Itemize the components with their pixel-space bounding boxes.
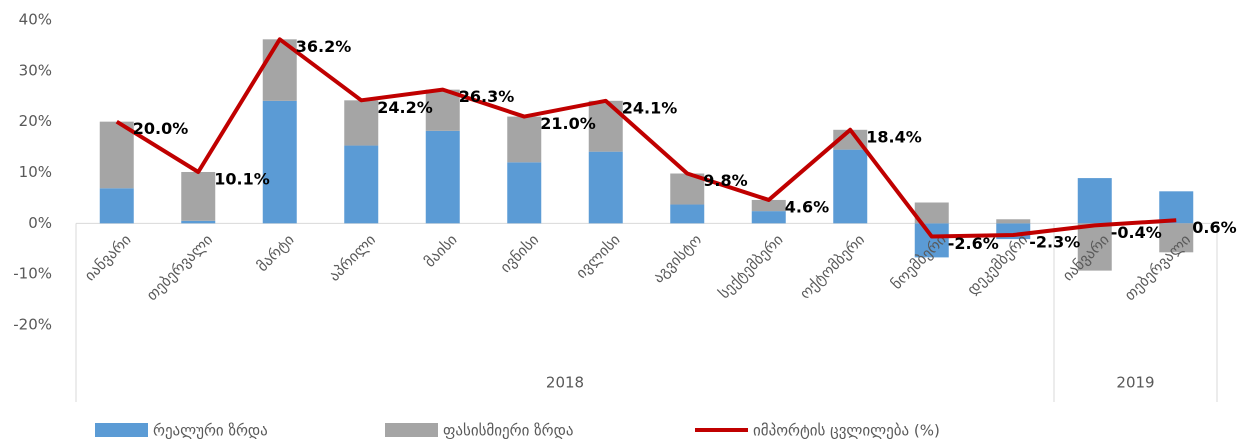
bar bbox=[588, 151, 623, 224]
bar bbox=[914, 223, 949, 258]
bar bbox=[425, 89, 460, 131]
data-label: 10.1% bbox=[214, 169, 270, 188]
data-label: 0.6% bbox=[1192, 218, 1236, 237]
x-tick-label: თებერვალი bbox=[143, 230, 217, 304]
x-tick-label: ივლისი bbox=[572, 230, 624, 282]
data-label: 24.1% bbox=[622, 98, 678, 117]
group-label: 2018 bbox=[546, 374, 584, 392]
x-tick-label: ივნისი bbox=[497, 230, 543, 276]
data-label: 26.3% bbox=[459, 87, 515, 106]
x-tick-label: მაისი bbox=[421, 230, 461, 270]
x-tick-label: იანვარი bbox=[81, 230, 135, 284]
y-tick-label: 10% bbox=[19, 163, 52, 181]
bar bbox=[99, 121, 134, 189]
data-label: 20.0% bbox=[133, 119, 189, 138]
data-label: 4.6% bbox=[785, 197, 829, 216]
data-label: 18.4% bbox=[866, 127, 922, 146]
data-label: 36.2% bbox=[296, 37, 352, 56]
y-tick-label: 20% bbox=[19, 112, 52, 130]
legend-swatch bbox=[95, 423, 148, 437]
data-label: -2.6% bbox=[948, 234, 999, 253]
x-tick-label: სექტემბერი bbox=[715, 230, 787, 302]
legend-label: ფასისმიერი ზრდა bbox=[443, 422, 573, 440]
x-tick-label: მარტი bbox=[253, 230, 298, 275]
legend-label: რეალური ზრდა bbox=[153, 422, 268, 440]
bar bbox=[996, 219, 1031, 224]
bar bbox=[914, 202, 949, 224]
x-tick-label: აგვისტო bbox=[649, 230, 705, 286]
bar bbox=[181, 220, 216, 224]
x-tick-label: ოქტომბერი bbox=[796, 230, 868, 302]
y-tick-label: -10% bbox=[13, 265, 52, 283]
y-tick-label: 0% bbox=[28, 214, 52, 232]
data-label: -0.4% bbox=[1111, 223, 1162, 242]
x-tick-label: აპრილი bbox=[325, 230, 379, 284]
bar bbox=[507, 162, 542, 224]
line bbox=[115, 37, 1177, 239]
y-tick-label: -20% bbox=[13, 316, 52, 334]
legend-swatch bbox=[385, 423, 438, 437]
bar bbox=[751, 211, 786, 224]
bar bbox=[833, 149, 868, 224]
data-label: -2.3% bbox=[1029, 233, 1080, 252]
bar bbox=[670, 204, 705, 224]
group-label: 2019 bbox=[1116, 374, 1154, 392]
bar bbox=[425, 130, 460, 224]
bar bbox=[1159, 223, 1194, 253]
bar bbox=[99, 188, 134, 224]
bar bbox=[344, 100, 379, 146]
y-tick-label: 40% bbox=[19, 11, 52, 29]
bar bbox=[262, 100, 297, 224]
data-label: 21.0% bbox=[540, 114, 596, 133]
legend-label: იმპორტის ცვლილება (%) bbox=[753, 422, 940, 440]
bar bbox=[1077, 178, 1112, 224]
y-tick-label: 30% bbox=[19, 61, 52, 79]
bar bbox=[1159, 191, 1194, 224]
bar bbox=[181, 171, 216, 221]
data-label: 9.8% bbox=[703, 171, 747, 190]
bar bbox=[507, 116, 542, 163]
bar bbox=[1077, 223, 1112, 271]
bar bbox=[751, 199, 786, 212]
data-label: 24.2% bbox=[377, 98, 433, 117]
bar bbox=[344, 145, 379, 224]
